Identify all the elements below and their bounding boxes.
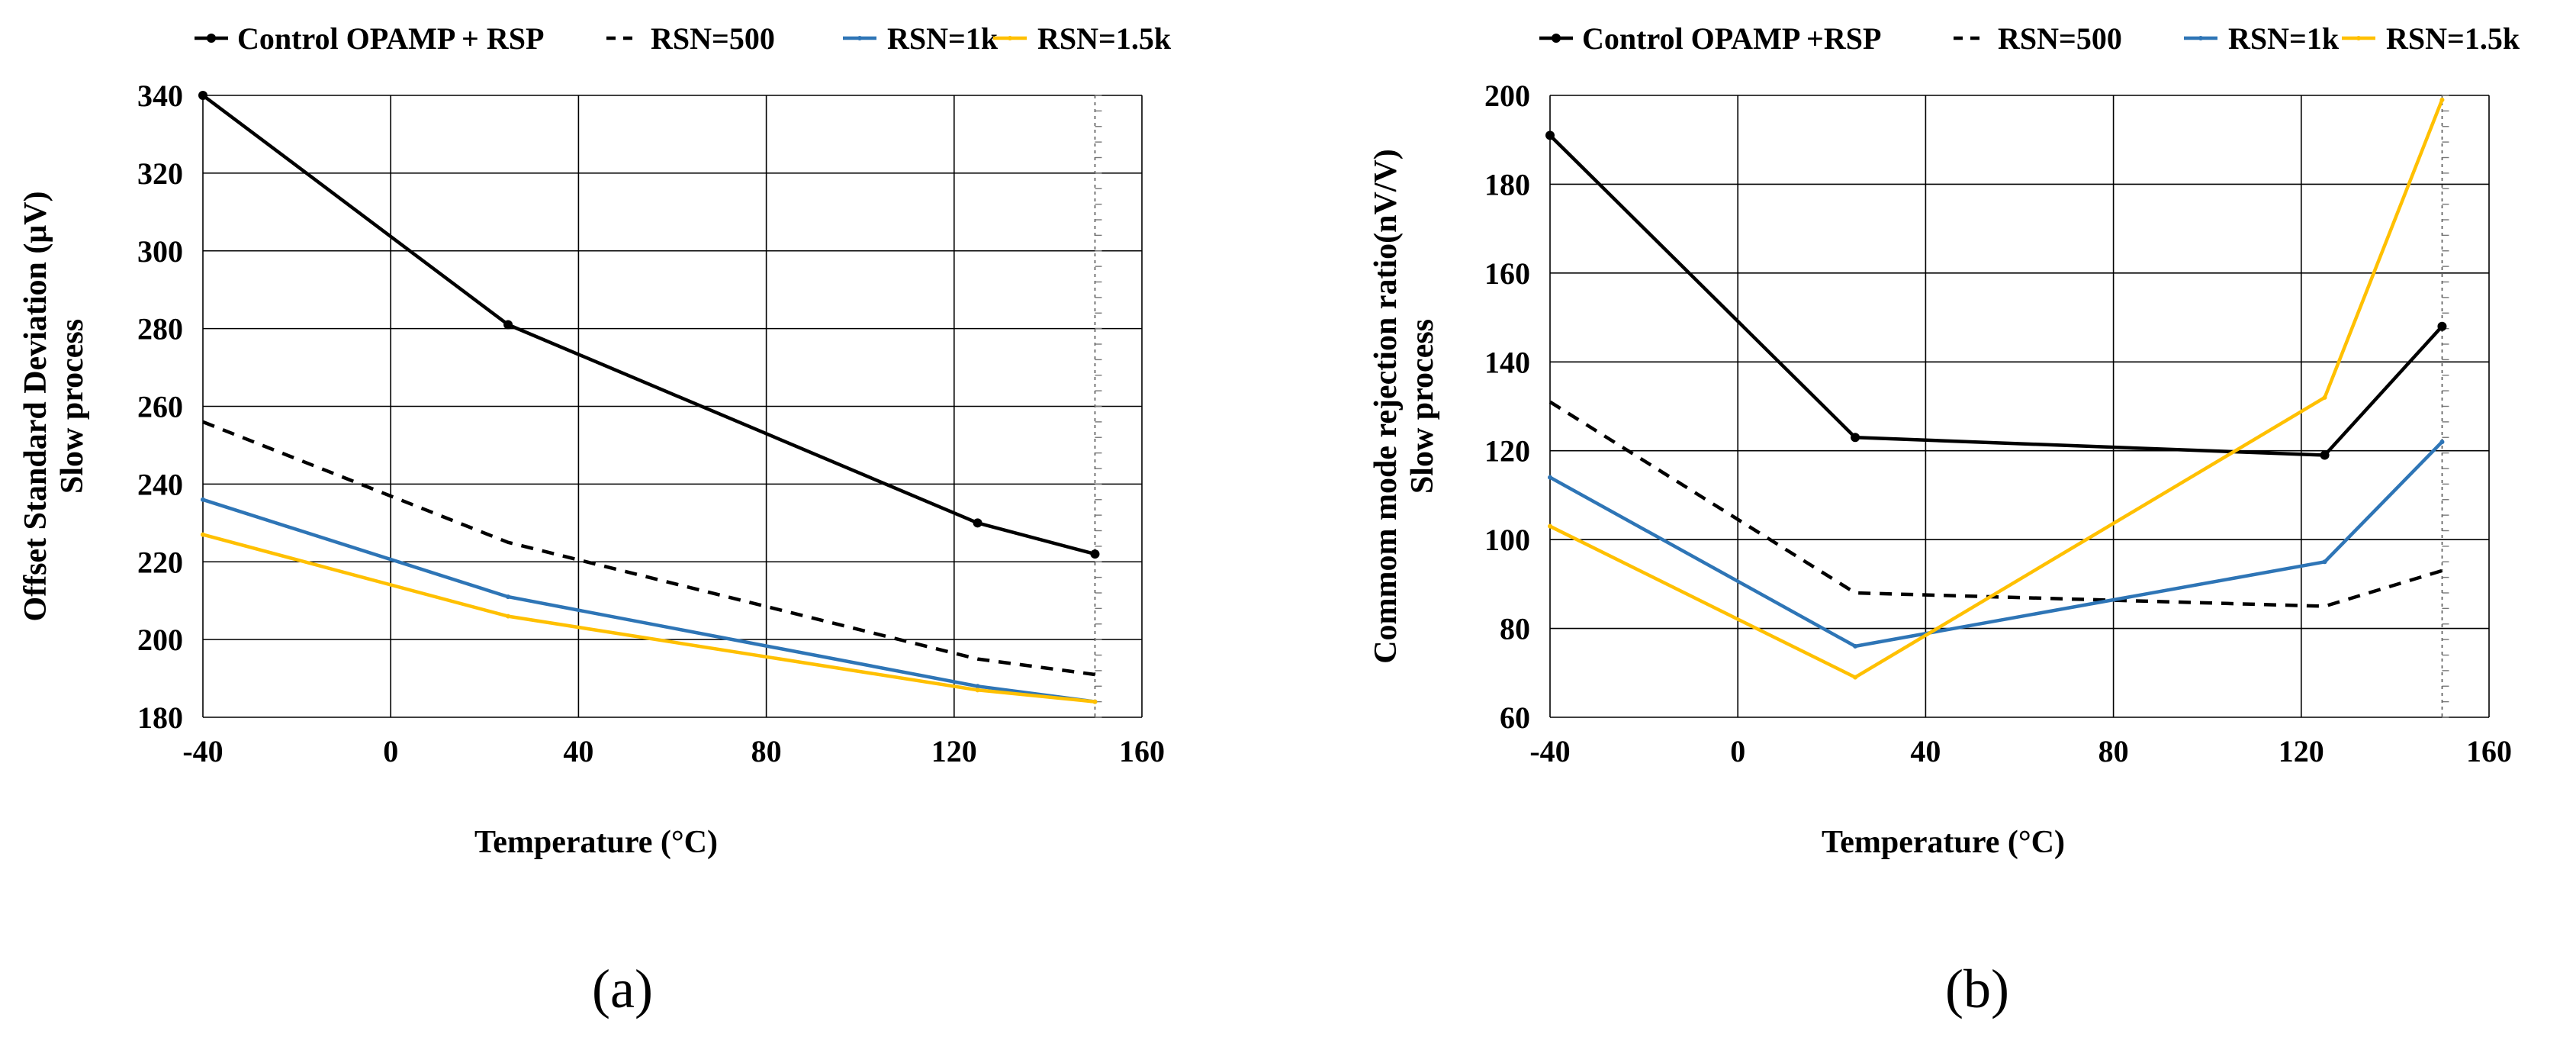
y-tick-label: 320 bbox=[137, 156, 183, 191]
legend-label-1: RSN=500 bbox=[1998, 21, 2122, 56]
data-point bbox=[201, 497, 205, 502]
y-tick-label: 200 bbox=[1484, 79, 1530, 113]
data-point bbox=[1853, 643, 1858, 649]
data-point bbox=[973, 518, 982, 528]
y-tick-label: 120 bbox=[1484, 434, 1530, 469]
legend-marker bbox=[207, 34, 216, 43]
y-axis-label: Offset Standard Deviation (μV) bbox=[18, 192, 53, 622]
y-axis-label: Commom mode rejection ratio(nV/V) bbox=[1368, 149, 1404, 664]
chart-panel-a: 180 200 220 240 260 280 300 320 340 -40 0 40 80 120 16… bbox=[18, 21, 1172, 1019]
x-tick-label: 80 bbox=[751, 734, 782, 768]
legend-label-0: Control OPAMP +RSP bbox=[1582, 21, 1881, 56]
legend-marker bbox=[1008, 36, 1012, 40]
series-line-3 bbox=[202, 533, 1095, 704]
series-line-1 bbox=[1548, 400, 2443, 608]
data-point bbox=[2322, 559, 2327, 565]
y-tick-label: 160 bbox=[1484, 256, 1530, 291]
legend-label-2: RSN=1k bbox=[2228, 21, 2340, 56]
series-line-0 bbox=[201, 94, 1096, 556]
data-point bbox=[506, 614, 511, 619]
y-tick-label: 220 bbox=[137, 545, 183, 579]
y-tick-label: 240 bbox=[137, 467, 183, 501]
y-tick-label: 100 bbox=[1484, 523, 1530, 557]
data-point bbox=[2439, 440, 2445, 445]
series-line-0 bbox=[1548, 134, 2444, 457]
data-point bbox=[2322, 395, 2327, 400]
series-line-2 bbox=[202, 498, 1095, 704]
legend-marker bbox=[2356, 36, 2361, 40]
legend-label-3: RSN=1.5k bbox=[2386, 21, 2520, 56]
y-tick-label: 200 bbox=[137, 623, 183, 657]
data-point bbox=[975, 688, 980, 693]
data-point bbox=[1090, 549, 1100, 559]
data-point bbox=[2437, 321, 2447, 331]
x-tick-label: 120 bbox=[2279, 734, 2324, 768]
legend-label-3: RSN=1.5k bbox=[1037, 21, 1172, 56]
y-axis-sublabel: Slow process bbox=[1405, 319, 1440, 494]
data-point bbox=[1545, 130, 1555, 140]
y-tick-label: 140 bbox=[1484, 345, 1530, 379]
legend-label-1: RSN=500 bbox=[651, 21, 775, 56]
data-point bbox=[1853, 675, 1858, 680]
data-point bbox=[506, 594, 511, 600]
series-line-3 bbox=[1549, 98, 2444, 679]
panel-label: (a) bbox=[592, 958, 653, 1019]
data-point bbox=[2439, 97, 2445, 102]
data-point bbox=[2320, 450, 2330, 460]
x-tick-label: 40 bbox=[563, 734, 593, 768]
y-tick-label: 340 bbox=[137, 79, 183, 113]
series-line-2 bbox=[1548, 440, 2444, 649]
x-tick-label: 0 bbox=[1730, 734, 1745, 768]
panel-label: (b) bbox=[1945, 958, 2009, 1019]
legend-marker bbox=[2198, 36, 2203, 40]
x-tick-label: 160 bbox=[2466, 734, 2512, 768]
data-point bbox=[975, 684, 980, 689]
y-tick-label: 60 bbox=[1500, 700, 1530, 735]
y-tick-label: 260 bbox=[137, 390, 183, 424]
x-tick-label: -40 bbox=[182, 734, 223, 768]
data-point bbox=[198, 91, 207, 100]
x-axis-label: Temperature (°C) bbox=[474, 825, 718, 860]
data-point bbox=[201, 532, 205, 537]
legend-marker bbox=[857, 36, 862, 40]
data-point bbox=[1548, 475, 1552, 480]
y-tick-label: 80 bbox=[1500, 612, 1530, 646]
x-tick-label: 40 bbox=[1910, 734, 1941, 768]
data-point bbox=[503, 320, 513, 330]
y-tick-label: 180 bbox=[1484, 167, 1530, 201]
x-tick-label: 0 bbox=[383, 734, 398, 768]
data-point bbox=[1851, 433, 1860, 443]
legend-label-0: Control OPAMP + RSP bbox=[237, 21, 544, 56]
chart-panel-b: 60 80 100 120 140 160 180 200 -40 0 40 80 120 160 Cont… bbox=[1368, 21, 2520, 1019]
data-point bbox=[1548, 523, 1552, 529]
y-axis-sublabel: Slow process bbox=[55, 319, 90, 494]
y-tick-label: 180 bbox=[137, 700, 183, 735]
data-point bbox=[1092, 699, 1098, 704]
x-axis-label: Temperature (°C) bbox=[1822, 825, 2065, 860]
x-tick-label: 80 bbox=[2098, 734, 2129, 768]
legend-marker bbox=[1552, 34, 1561, 43]
x-tick-label: -40 bbox=[1529, 734, 1570, 768]
y-tick-label: 300 bbox=[137, 234, 183, 269]
legend-label-2: RSN=1k bbox=[887, 21, 999, 56]
x-tick-label: 120 bbox=[931, 734, 977, 768]
x-tick-label: 160 bbox=[1119, 734, 1165, 768]
y-tick-label: 280 bbox=[137, 312, 183, 346]
